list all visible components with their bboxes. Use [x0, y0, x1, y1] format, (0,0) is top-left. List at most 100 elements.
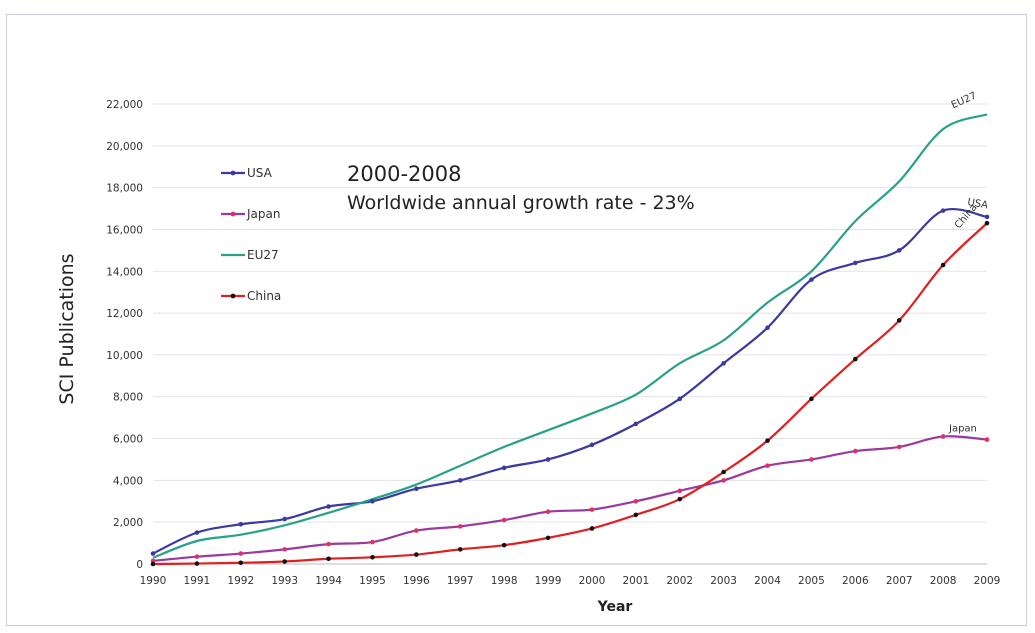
- data-point-japan: [370, 539, 375, 545]
- data-point-china: [326, 556, 331, 562]
- data-point-japan: [984, 437, 990, 442]
- x-tick-label: 2008: [930, 575, 957, 587]
- x-tick-label: 1997: [447, 575, 474, 587]
- data-point-usa: [238, 521, 244, 527]
- data-point-japan: [589, 507, 595, 512]
- data-point-china: [765, 438, 770, 443]
- data-point-usa: [677, 396, 683, 402]
- data-point-china: [545, 535, 551, 541]
- data-point-usa: [370, 498, 375, 504]
- series-line-usa: [152, 208, 988, 555]
- data-point-china: [589, 526, 595, 531]
- x-tick-label: 2007: [886, 575, 913, 587]
- y-tick-label: 20,000: [106, 141, 143, 153]
- legend: USA Japan EU27 China: [221, 166, 281, 303]
- data-point-china: [194, 561, 200, 566]
- y-axis-title: SCI Publications: [56, 253, 78, 404]
- data-point-usa: [765, 325, 770, 331]
- legend-label-usa: USA: [247, 166, 273, 180]
- data-point-japan: [853, 448, 858, 454]
- x-tick-label: 1995: [359, 575, 386, 587]
- x-tick-label: 2000: [579, 575, 606, 587]
- data-point-japan: [896, 444, 902, 450]
- legend-label-japan: Japan: [246, 207, 280, 221]
- x-tick-label: 2001: [622, 575, 649, 587]
- data-point-japan: [721, 478, 726, 483]
- data-point-japan: [765, 463, 770, 469]
- x-axis-title: Year: [597, 599, 633, 615]
- data-point-japan: [809, 457, 814, 462]
- gridlines: [153, 103, 987, 565]
- x-tick-label: 2009: [974, 575, 1001, 587]
- x-tick-label: 1993: [271, 575, 298, 587]
- y-tick-label: 22,000: [106, 99, 143, 111]
- end-label-eu27: EU27: [950, 90, 979, 111]
- x-tick-label: 2004: [754, 575, 781, 587]
- y-tick-label: 8,000: [113, 392, 143, 404]
- annotation-line-1: 2000-2008: [347, 162, 461, 186]
- data-point-japan: [238, 551, 244, 556]
- end-label-japan: Japan: [948, 424, 977, 435]
- legend-marker-usa: [230, 170, 236, 176]
- data-point-usa: [984, 214, 990, 220]
- y-tick-label: 16,000: [106, 224, 143, 236]
- data-point-japan: [194, 554, 200, 559]
- end-label-usa: USA: [966, 197, 988, 211]
- data-point-usa: [633, 421, 639, 427]
- data-point-usa: [414, 486, 419, 492]
- data-point-usa: [809, 277, 814, 282]
- x-tick-label: 2005: [798, 575, 825, 587]
- y-tick-label: 12,000: [106, 308, 143, 320]
- data-point-japan: [545, 509, 551, 515]
- data-point-japan: [457, 524, 463, 529]
- x-tick-label: 2006: [842, 575, 869, 587]
- data-point-china: [853, 356, 858, 362]
- series-line-japan: [152, 435, 988, 562]
- y-tick-label: 14,000: [106, 266, 143, 278]
- x-axis-ticks: 1990 1991 1992 1993 1994 1995 1996 1997 1998 1999…: [140, 575, 1001, 587]
- data-point-china: [896, 318, 902, 323]
- series-line-china: [152, 222, 988, 566]
- data-point-china: [414, 552, 419, 557]
- data-point-usa: [545, 457, 551, 462]
- data-point-usa: [896, 248, 902, 253]
- series-lines: [152, 113, 988, 566]
- data-point-japan: [282, 547, 287, 552]
- data-point-usa: [589, 442, 595, 448]
- data-point-china: [633, 512, 639, 518]
- data-point-china: [282, 559, 287, 564]
- data-point-japan: [414, 528, 419, 533]
- data-point-china: [457, 547, 463, 552]
- data-point-usa: [194, 530, 200, 535]
- x-tick-label: 2002: [666, 575, 693, 587]
- y-axis-ticks: 0 2,000 4,000 6,000 8,000 10,000 12,000 14,000 1…: [106, 99, 143, 571]
- data-point-usa: [501, 465, 507, 471]
- x-tick-label: 1996: [403, 575, 430, 587]
- legend-label-eu27: EU27: [247, 248, 279, 262]
- legend-label-china: China: [247, 289, 281, 303]
- data-point-usa: [940, 208, 946, 213]
- data-point-usa: [457, 478, 463, 483]
- y-tick-label: 18,000: [106, 183, 143, 195]
- y-tick-label: 6,000: [113, 434, 143, 446]
- y-tick-label: 2,000: [113, 517, 143, 529]
- legend-marker-japan: [230, 211, 236, 217]
- series-markers: [150, 208, 990, 567]
- x-tick-label: 1992: [227, 575, 254, 587]
- line-chart: 0 2,000 4,000 6,000 8,000 10,000 12,000 14,000 1…: [56, 90, 1001, 615]
- data-point-china: [370, 555, 375, 560]
- data-point-japan: [633, 498, 639, 504]
- data-point-japan: [501, 517, 507, 523]
- annotation-line-2: Worldwide annual growth rate - 23%: [347, 192, 695, 214]
- data-point-china: [984, 220, 990, 226]
- data-point-usa: [853, 260, 858, 266]
- data-point-usa: [721, 360, 726, 366]
- data-point-japan: [940, 434, 946, 439]
- y-tick-label: 0: [136, 559, 143, 571]
- data-point-china: [940, 262, 946, 268]
- x-tick-label: 2003: [710, 575, 737, 587]
- data-point-usa: [326, 504, 331, 509]
- data-point-japan: [677, 488, 683, 494]
- legend-marker-china: [230, 293, 236, 299]
